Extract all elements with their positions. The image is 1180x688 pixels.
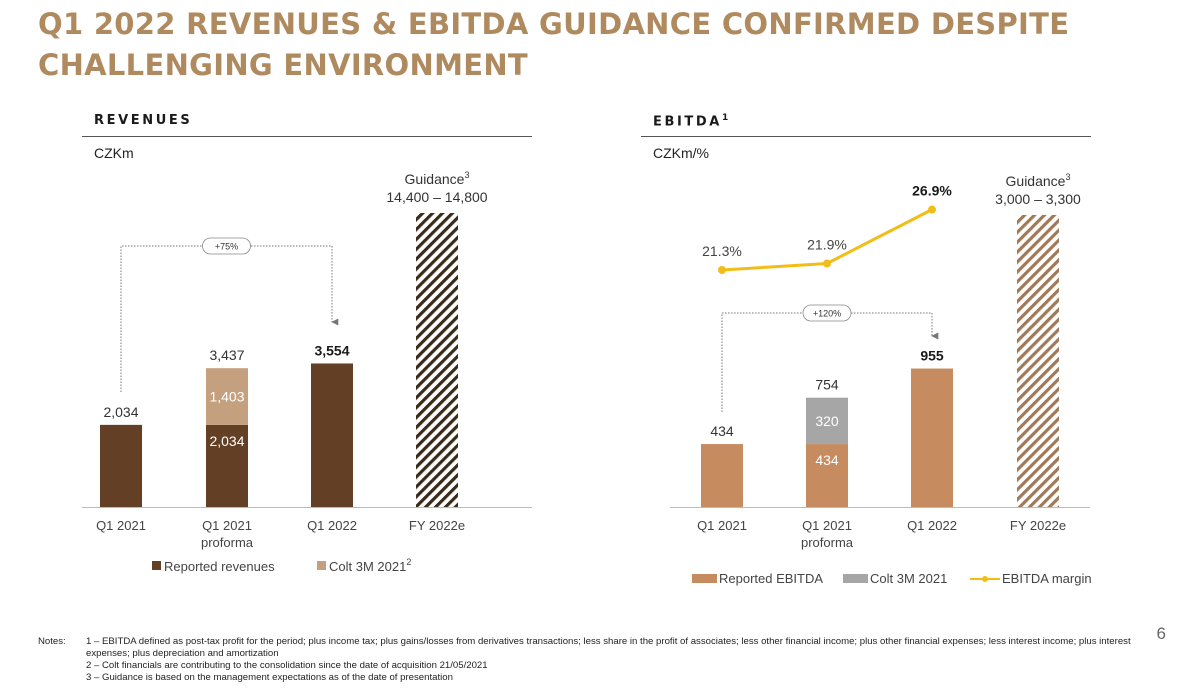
ebitda-margin-point-2 (928, 205, 936, 214)
revenues-guidance-range: 14,400 – 14,800 (386, 189, 487, 205)
ebitda-bar-colt-1 (806, 397, 848, 445)
revenues-growth-badge (202, 237, 251, 255)
ebitda-guidance-range: 3,000 – 3,300 (995, 191, 1081, 207)
ebitda-growth-bracket (721, 312, 939, 412)
revenues-bar-colt-label-1: 1,403 (209, 389, 244, 405)
revenues-bar-reported-0 (100, 424, 142, 507)
ebitda-bar-value-label-0: 434 (710, 423, 734, 439)
ebitda-legend-swatch-reported (692, 574, 717, 583)
ebitda-legend-label-reported: Reported EBITDA (719, 571, 823, 586)
ebitda-x-tick-3: FY 2022e (1010, 518, 1066, 533)
revenues-guidance-label-text: Guidance (405, 171, 465, 187)
revenues-bar-value-label-2: 3,554 (314, 342, 349, 358)
revenues-x-tick-1-line2: proforma (201, 535, 254, 550)
footnote-3: 3 – Guidance is based on the management … (86, 672, 453, 683)
revenues-unit: CZKm (94, 145, 134, 161)
ebitda-bar-colt-label-1: 320 (815, 413, 839, 429)
ebitda-bar-value-label-2: 955 (920, 348, 944, 364)
page-title-line1: Q1 2022 REVENUES & EBITDA GUIDANCE CONFI… (38, 7, 1070, 41)
revenues-bar-reported-2 (311, 363, 353, 507)
revenues-header: REVENUES (94, 113, 193, 128)
revenues-bar-reported-label-1: 2,034 (209, 433, 244, 449)
revenues-legend-label-colt-sup: 2 (406, 557, 411, 567)
ebitda-guidance-label: Guidance3 (1006, 172, 1071, 189)
ebitda-header-footnote: 1 (721, 113, 729, 123)
page-title-line2: CHALLENGING ENVIRONMENT (38, 48, 528, 82)
ebitda-header: EBITDA1 (653, 113, 728, 129)
ebitda-margin-label-1: 21.9% (807, 237, 847, 253)
ebitda-margin-label-2: 26.9% (912, 183, 952, 199)
ebitda-header-rule (641, 136, 1091, 137)
footnotes-body: 1 – EBITDA defined as post-tax profit fo… (86, 636, 1158, 684)
ebitda-margin-point-0 (718, 266, 726, 274)
revenues-bar-value-label-0: 2,034 (103, 404, 138, 420)
revenues-legend-swatch-reported (152, 561, 161, 570)
ebitda-chart: Q1 2021 Q1 2021 proforma Q1 2022 FY 2022e 434… (670, 172, 1092, 586)
revenues-guidance-label-sup: 3 (464, 170, 469, 180)
ebitda-growth-label: +120% (813, 309, 841, 319)
ebitda-bar-guidance (1017, 215, 1059, 507)
revenues-legend-swatch-colt (317, 561, 326, 570)
revenues-growth-label: +75% (215, 242, 238, 252)
ebitda-legend-swatch-colt (843, 574, 868, 583)
page-title: Q1 2022 REVENUES & EBITDA GUIDANCE CONFI… (38, 4, 1069, 86)
ebitda-guidance-label-text: Guidance (1006, 173, 1066, 189)
footnote-1: 1 – EBITDA defined as post-tax profit fo… (86, 636, 1131, 659)
footnotes-label: Notes: (38, 636, 66, 647)
ebitda-unit: CZKm/% (653, 145, 709, 161)
ebitda-bar-reported-label-1: 434 (815, 452, 839, 468)
ebitda-x-tick-0: Q1 2021 (697, 518, 747, 533)
ebitda-legend-label-margin: EBITDA margin (1002, 571, 1092, 586)
revenues-chart: Q1 2021 Q1 2021 proforma Q1 2022 FY 2022e 2,0… (82, 170, 532, 574)
ebitda-header-text: EBITDA (653, 114, 722, 130)
ebitda-x-tick-2: Q1 2022 (907, 518, 957, 533)
ebitda-x-tick-1: Q1 2021 (802, 518, 852, 533)
ebitda-legend-label-colt: Colt 3M 2021 (870, 571, 947, 586)
revenues-bar-colt-1 (206, 368, 248, 425)
footnote-2: 2 – Colt financials are contributing to … (86, 660, 488, 671)
ebitda-x-tick-1-line2: proforma (801, 535, 854, 550)
revenues-bar-reported-1 (206, 424, 248, 507)
ebitda-margin-point-1 (823, 259, 831, 268)
ebitda-legend-swatch-margin-dot (982, 576, 988, 582)
ebitda-bar-total-label-1: 754 (815, 377, 839, 393)
ebitda-bar-reported-0 (701, 444, 743, 507)
revenues-bar-guidance (416, 213, 458, 507)
ebitda-margin-label-0: 21.3% (702, 243, 742, 259)
revenues-x-tick-2: Q1 2022 (307, 518, 357, 533)
ebitda-bar-reported-1 (806, 444, 848, 507)
revenues-legend-label-colt-text: Colt 3M 2021 (329, 559, 406, 574)
revenues-bar-total-label-1: 3,437 (209, 347, 244, 363)
revenues-guidance-label: Guidance3 (405, 170, 470, 187)
ebitda-bar-reported-2 (911, 368, 953, 507)
revenues-x-tick-0: Q1 2021 (96, 518, 146, 533)
revenues-legend-label-reported: Reported revenues (164, 559, 275, 574)
revenues-x-tick-3: FY 2022e (409, 518, 465, 533)
revenues-growth-bracket (120, 245, 339, 392)
ebitda-growth-badge (802, 304, 852, 322)
revenues-legend-label-colt: Colt 3M 20212 (329, 557, 411, 574)
page-number: 6 (1156, 624, 1166, 643)
ebitda-guidance-label-sup: 3 (1065, 172, 1070, 182)
revenues-x-tick-1: Q1 2021 (202, 518, 252, 533)
revenues-header-rule (82, 136, 532, 137)
